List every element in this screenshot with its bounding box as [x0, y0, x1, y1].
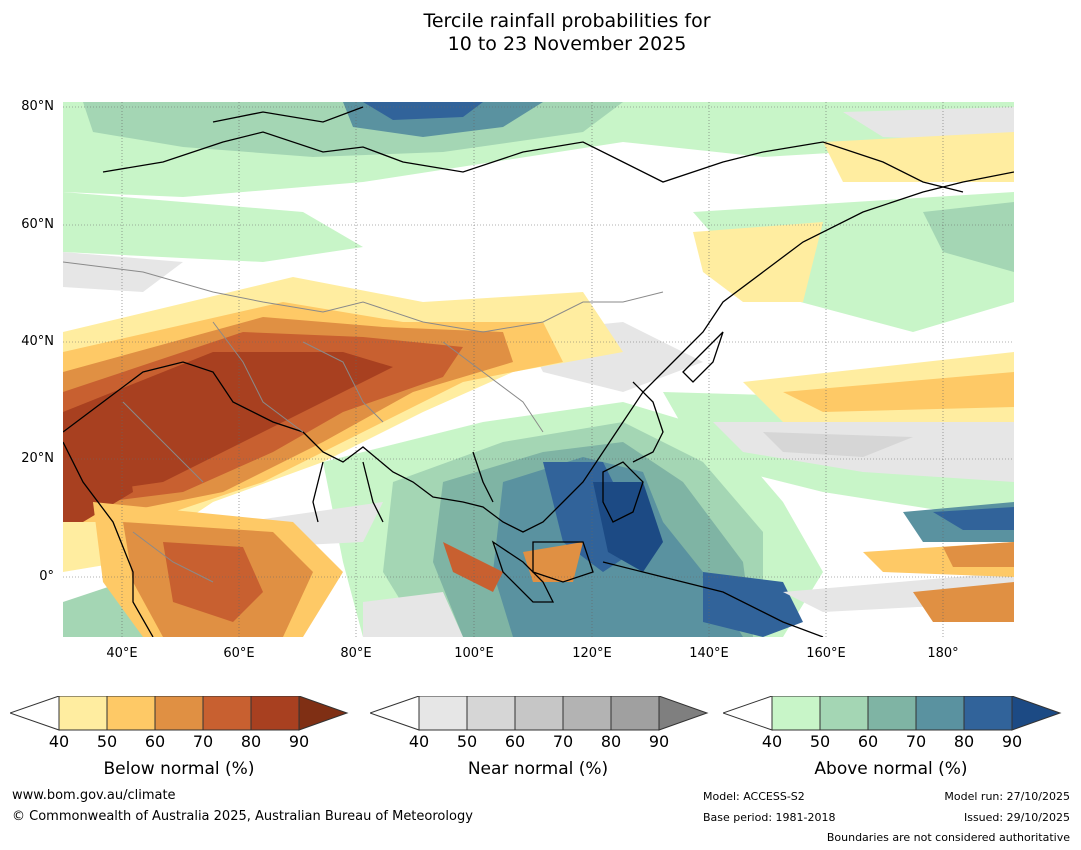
colorbar-above-swatch-5	[963, 696, 1013, 731]
colorbar-near-swatch-2	[466, 696, 516, 731]
colorbar-above-normal	[723, 696, 1062, 731]
colorbar-near-swatch-1	[418, 696, 468, 731]
colorbar-above-tick: 90	[1001, 732, 1023, 751]
colorbar-below-tick: 80	[240, 732, 262, 751]
colorbar-near-swatch-5	[610, 696, 660, 731]
colorbar-above-title: Above normal (%)	[814, 759, 968, 779]
colorbar-above-tick: 40	[761, 732, 783, 751]
colorbar-above-swatch-2	[819, 696, 869, 731]
colorbar-near-swatch-6	[658, 696, 709, 731]
colorbar-near-title: Near normal (%)	[467, 759, 609, 779]
lat-label-80n: 80°N	[21, 99, 54, 114]
colorbar-near-tick: 70	[552, 732, 574, 751]
colorbar-below-tick: 50	[96, 732, 118, 751]
colorbar-above-tick: 60	[857, 732, 879, 751]
colorbar-above-swatch-1	[771, 696, 821, 731]
colorbar-below-tick: 90	[288, 732, 310, 751]
colorbar-near-tick: 50	[456, 732, 478, 751]
rainfall-probability-map	[63, 102, 1014, 637]
base-period: Base period: 1981-2018	[703, 811, 836, 824]
colorbar-below-tick: 60	[144, 732, 166, 751]
lon-label-140e: 140°E	[689, 646, 729, 661]
lon-label-60e: 60°E	[223, 646, 255, 661]
colorbar-above-tick: 70	[905, 732, 927, 751]
colorbar-above-swatch-4	[915, 696, 965, 731]
chart-title: Tercile rainfall probabilities for 10 to…	[0, 10, 1081, 56]
colorbar-below-swatch-2	[106, 696, 156, 731]
country-boundaries	[63, 261, 664, 583]
colorbar-above-swatch-3	[867, 696, 917, 731]
lon-label-40e: 40°E	[106, 646, 138, 661]
coastlines	[63, 106, 1014, 637]
lat-label-40n: 40°N	[21, 334, 54, 349]
colorbar-near-tick: 40	[408, 732, 430, 751]
colorbar-below-tick: 40	[48, 732, 70, 751]
colorbar-near-tick: 60	[504, 732, 526, 751]
lat-label-0: 0°	[39, 569, 54, 584]
colorbar-below-swatch-4	[202, 696, 252, 731]
lon-label-180: 180°	[927, 646, 959, 661]
colorbar-near-normal	[370, 696, 709, 731]
model-run: Model run: 27/10/2025	[944, 790, 1070, 803]
model-label: Model: ACCESS-S2	[703, 790, 805, 803]
colorbar-above-swatch-6	[1011, 696, 1062, 731]
lon-label-120e: 120°E	[572, 646, 612, 661]
copyright: © Commonwealth of Australia 2025, Austra…	[12, 809, 473, 824]
colorbar-near-swatch-3	[514, 696, 564, 731]
colorbar-near-tick: 80	[600, 732, 622, 751]
title-line-2: 10 to 23 November 2025	[447, 33, 687, 55]
colorbar-above-tick: 50	[809, 732, 831, 751]
colorbar-below-swatch-5	[250, 696, 300, 731]
colorbar-below-swatch-1	[58, 696, 108, 731]
colorbar-below-normal	[10, 696, 349, 731]
lat-label-20n: 20°N	[21, 451, 54, 466]
colorbar-above-tick: 80	[953, 732, 975, 751]
colorbar-near-swatch-4	[562, 696, 612, 731]
colorbar-below-title: Below normal (%)	[103, 759, 255, 779]
lon-label-160e: 160°E	[806, 646, 846, 661]
colorbar-below-swatch-3	[154, 696, 204, 731]
lat-label-60n: 60°N	[21, 217, 54, 232]
title-line-1: Tercile rainfall probabilities for	[423, 10, 711, 32]
graticule	[63, 102, 1014, 637]
boundaries-disclaimer: Boundaries are not considered authoritat…	[826, 831, 1070, 844]
lon-label-100e: 100°E	[454, 646, 494, 661]
website-link[interactable]: www.bom.gov.au/climate	[12, 788, 176, 803]
colorbar-near-tick: 90	[648, 732, 670, 751]
colorbar-below-tick: 70	[192, 732, 214, 751]
colorbar-below-swatch-6	[298, 696, 349, 731]
lon-label-80e: 80°E	[340, 646, 372, 661]
issued-date: Issued: 29/10/2025	[963, 811, 1070, 824]
